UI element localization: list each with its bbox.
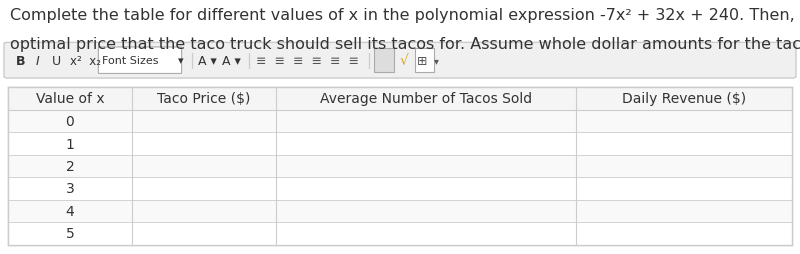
Text: ⊞: ⊞ (417, 55, 427, 67)
Text: x²  x₂: x² x₂ (70, 55, 102, 67)
Text: 0: 0 (66, 115, 74, 129)
Text: 5: 5 (66, 227, 74, 240)
Text: ▾: ▾ (178, 56, 183, 66)
Text: Daily Revenue ($): Daily Revenue ($) (622, 92, 746, 106)
Text: Font Sizes: Font Sizes (102, 56, 159, 66)
Text: 3: 3 (66, 182, 74, 196)
Text: Taco Price ($): Taco Price ($) (158, 92, 250, 106)
Text: 2: 2 (66, 160, 74, 173)
Text: ≡  ≡  ≡  ≡  ≡  ≡: ≡ ≡ ≡ ≡ ≡ ≡ (256, 55, 359, 67)
Text: |: | (246, 53, 251, 69)
Text: U: U (52, 55, 61, 67)
Text: 4: 4 (66, 204, 74, 218)
Text: B: B (16, 55, 26, 67)
Text: Value of x: Value of x (36, 92, 104, 106)
Text: A ▾: A ▾ (198, 55, 217, 67)
Text: Complete the table for different values of x in the polynomial expression -7x² +: Complete the table for different values … (10, 8, 800, 23)
Text: ▾: ▾ (434, 56, 439, 66)
Text: I: I (36, 55, 40, 67)
Text: |: | (190, 53, 194, 69)
Text: Average Number of Tacos Sold: Average Number of Tacos Sold (320, 92, 532, 106)
Text: |: | (366, 53, 371, 69)
Text: optimal price that the taco truck should sell its tacos for. Assume whole dollar: optimal price that the taco truck should… (10, 37, 800, 52)
Text: √: √ (400, 54, 409, 68)
Text: A ▾: A ▾ (222, 55, 241, 67)
Text: 1: 1 (66, 137, 74, 151)
